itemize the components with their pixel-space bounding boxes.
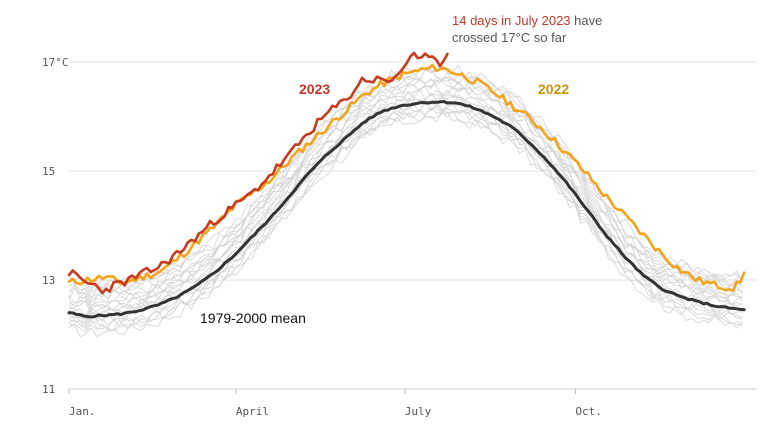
x-tick-label: Jan.: [69, 405, 96, 418]
x-tick-label: Oct.: [575, 405, 602, 418]
gridlines: [69, 61, 756, 390]
label-2023: 2023: [299, 81, 330, 97]
series-line-1979-2000-mean: [67, 100, 746, 319]
series-lines: [67, 51, 746, 319]
other-year-line: [68, 65, 743, 292]
y-tick-label: 11: [42, 383, 55, 396]
y-tick-label: 13: [42, 274, 55, 287]
background-year-lines: [68, 64, 743, 338]
label-mean: 1979-2000 mean: [200, 310, 306, 326]
other-year-line: [68, 112, 743, 338]
x-tick-label: July: [405, 405, 432, 418]
annotation-highlight: 14 days in July 2023: [452, 13, 571, 28]
other-year-line: [68, 77, 743, 301]
label-2022: 2022: [538, 81, 569, 97]
other-year-line: [68, 64, 743, 289]
y-tick-label: 15: [42, 165, 55, 178]
annotation-text-2: crossed 17°C so far: [452, 30, 567, 45]
series-line-2023: [67, 51, 449, 295]
y-tick-label: 17°C: [42, 56, 69, 69]
axis-ticks: 11 13 15 17°C Jan. April July Oct.: [42, 56, 756, 418]
annotation-note: 14 days in July 2023 have crossed 17°C s…: [452, 12, 752, 46]
other-year-line: [68, 85, 743, 313]
other-year-line: [68, 109, 743, 333]
x-tick-label: April: [236, 405, 269, 418]
series-line-2022: [67, 63, 746, 293]
annotation-text-1: have: [570, 13, 603, 28]
